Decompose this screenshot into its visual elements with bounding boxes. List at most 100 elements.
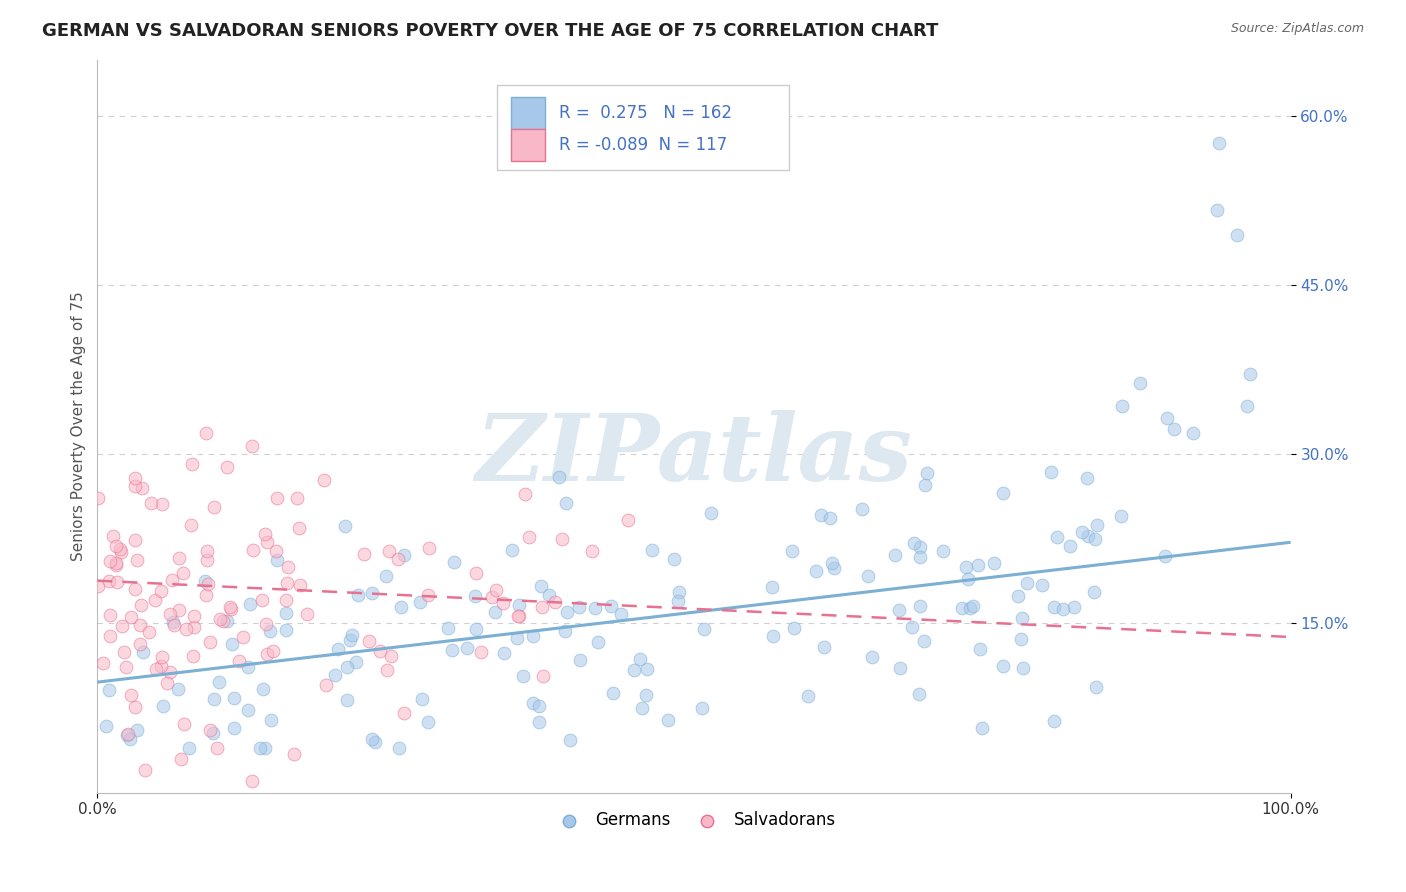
Point bbox=[416, 714, 439, 729]
Point bbox=[783, 621, 806, 635]
Point bbox=[544, 595, 567, 609]
Point bbox=[411, 692, 433, 706]
Point bbox=[531, 669, 554, 683]
Point bbox=[274, 592, 297, 607]
Point bbox=[418, 588, 440, 602]
Point bbox=[983, 556, 1005, 570]
Point bbox=[222, 722, 245, 736]
Point bbox=[336, 660, 359, 674]
Point bbox=[208, 674, 231, 689]
Point bbox=[195, 553, 218, 567]
Point bbox=[1163, 422, 1185, 436]
Point bbox=[108, 542, 131, 557]
Point bbox=[1205, 203, 1227, 218]
Point bbox=[357, 633, 380, 648]
Point bbox=[176, 622, 198, 636]
Point bbox=[132, 645, 155, 659]
Text: R = -0.089  N = 117: R = -0.089 N = 117 bbox=[560, 136, 727, 154]
Point bbox=[508, 598, 530, 612]
Point bbox=[914, 478, 936, 492]
Point bbox=[115, 728, 138, 742]
Point bbox=[91, 656, 114, 670]
Point bbox=[117, 727, 139, 741]
Point bbox=[1063, 600, 1085, 615]
Point bbox=[124, 471, 146, 485]
Point bbox=[991, 485, 1014, 500]
Point bbox=[221, 637, 243, 651]
Point bbox=[277, 560, 299, 574]
Point bbox=[908, 550, 931, 565]
Point bbox=[818, 510, 841, 524]
Point bbox=[200, 635, 222, 649]
Point bbox=[991, 658, 1014, 673]
Point bbox=[409, 595, 432, 609]
Point bbox=[236, 702, 259, 716]
Point bbox=[323, 668, 346, 682]
Point bbox=[173, 717, 195, 731]
Point bbox=[159, 665, 181, 679]
Point bbox=[97, 574, 120, 588]
Point bbox=[464, 622, 486, 636]
Point bbox=[256, 648, 278, 662]
Point bbox=[908, 599, 931, 613]
Point bbox=[456, 640, 478, 655]
Point bbox=[159, 607, 181, 622]
Point bbox=[239, 598, 262, 612]
Point bbox=[129, 618, 152, 632]
Point bbox=[517, 530, 540, 544]
Point bbox=[232, 630, 254, 644]
Point bbox=[177, 740, 200, 755]
Point bbox=[1111, 399, 1133, 413]
Point bbox=[222, 691, 245, 706]
Point bbox=[172, 566, 194, 581]
Point bbox=[98, 607, 121, 622]
Point bbox=[970, 721, 993, 735]
Point bbox=[145, 662, 167, 676]
Point bbox=[150, 650, 173, 665]
Point bbox=[374, 569, 396, 583]
Point bbox=[205, 740, 228, 755]
Point bbox=[623, 663, 645, 677]
Point bbox=[283, 747, 305, 762]
Point bbox=[183, 649, 205, 664]
Point bbox=[254, 617, 277, 632]
Point bbox=[183, 608, 205, 623]
Point bbox=[197, 577, 219, 591]
Point bbox=[368, 644, 391, 658]
Point bbox=[218, 599, 240, 614]
Point bbox=[315, 678, 337, 692]
Point bbox=[969, 641, 991, 656]
Point bbox=[124, 582, 146, 596]
Point bbox=[150, 497, 173, 511]
Point bbox=[131, 599, 153, 613]
Point bbox=[195, 544, 218, 558]
Point bbox=[392, 548, 415, 562]
Point bbox=[1043, 714, 1066, 728]
Point bbox=[538, 588, 561, 602]
Point bbox=[389, 600, 412, 615]
Point bbox=[361, 731, 384, 746]
Point bbox=[512, 669, 534, 683]
Point bbox=[860, 649, 883, 664]
Point bbox=[388, 740, 411, 755]
Point bbox=[586, 635, 609, 649]
Point bbox=[249, 740, 271, 755]
Point bbox=[547, 470, 569, 484]
Point bbox=[103, 529, 125, 543]
Point bbox=[531, 599, 554, 614]
Text: ZIPatlas: ZIPatlas bbox=[475, 410, 912, 500]
Point bbox=[276, 575, 298, 590]
Point bbox=[636, 688, 658, 702]
Point bbox=[666, 594, 689, 608]
Point bbox=[636, 663, 658, 677]
Point bbox=[1059, 539, 1081, 553]
Point bbox=[253, 740, 276, 755]
Point bbox=[288, 521, 311, 535]
Point bbox=[314, 473, 336, 487]
Point bbox=[98, 554, 121, 568]
Point bbox=[1083, 532, 1105, 546]
Point bbox=[217, 459, 239, 474]
Point bbox=[962, 599, 984, 613]
Point bbox=[513, 487, 536, 501]
Point bbox=[98, 629, 121, 643]
